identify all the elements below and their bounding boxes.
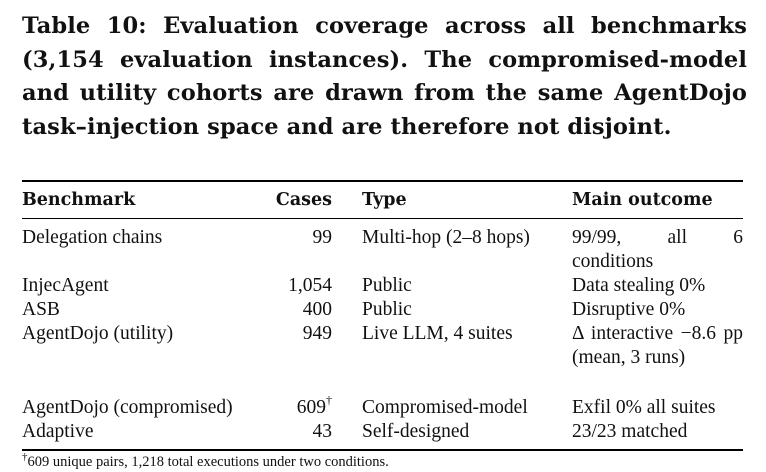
cell-outcome: Disruptive 0% (572, 299, 686, 320)
cell-outcome: 23/23 matched (572, 421, 688, 442)
cell-outcome: Data stealing 0% (572, 275, 706, 296)
cell-benchmark: AgentDojo (utility) (22, 323, 174, 344)
cell-type: Public (362, 275, 412, 296)
cell-outcome: 99/99, all 6 conditions (572, 227, 743, 272)
cell-benchmark: Delegation chains (22, 227, 163, 248)
table-footnote: †609 unique pairs, 1,218 total execution… (22, 452, 389, 472)
cell-cases-value: 609 (296, 397, 326, 418)
dagger-mark: † (326, 393, 332, 407)
cell-type: Live LLM, 4 suites (362, 323, 513, 344)
header-type: Type (362, 190, 407, 210)
cell-cases: 43 (312, 421, 333, 442)
table-bottom-rule (22, 449, 743, 451)
cell-benchmark: Adaptive (22, 421, 94, 442)
header-benchmark: Benchmark (22, 190, 136, 210)
table-caption: Table 10: Evaluation coverage across all… (22, 13, 747, 140)
cell-cases: 99 (312, 227, 333, 248)
cell-cases: 1,054 (288, 275, 332, 296)
cell-benchmark: ASB (22, 299, 60, 320)
cell-type: Multi-hop (2–8 hops) (362, 227, 530, 248)
cell-benchmark: AgentDojo (compromised) (22, 397, 233, 418)
table-top-rule (22, 180, 743, 182)
cell-outcome: Δ interactive −8.6 pp (mean, 3 runs) (572, 323, 743, 368)
cell-cases: 949 (302, 323, 332, 344)
cell-type: Compromised-model (362, 397, 528, 418)
cell-outcome: Exfil 0% all suites (572, 397, 716, 418)
header-main-outcome: Main outcome (572, 190, 713, 210)
footnote-text: 609 unique pairs, 1,218 total executions… (27, 454, 389, 470)
cell-benchmark: InjecAgent (22, 275, 109, 296)
header-cases: Cases (275, 190, 332, 210)
cell-cases: 400 (302, 299, 332, 320)
cell-type: Public (362, 299, 412, 320)
footnote-dagger-mark: † (22, 451, 28, 463)
table-header-rule (22, 218, 743, 219)
cell-type: Self-designed (362, 421, 470, 442)
cell-cases: 609† (272, 393, 332, 420)
